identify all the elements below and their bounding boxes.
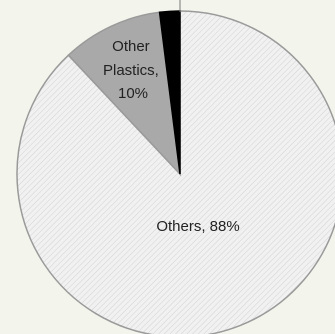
pie-slice-other-plastics bbox=[67, 11, 182, 177]
slice-label-other-plastics: Other Plastics, 10% bbox=[103, 38, 163, 102]
pie-slice-others bbox=[16, 10, 335, 334]
slice-label-others: Others, 88% bbox=[156, 218, 239, 235]
pie-slices bbox=[16, 10, 335, 334]
